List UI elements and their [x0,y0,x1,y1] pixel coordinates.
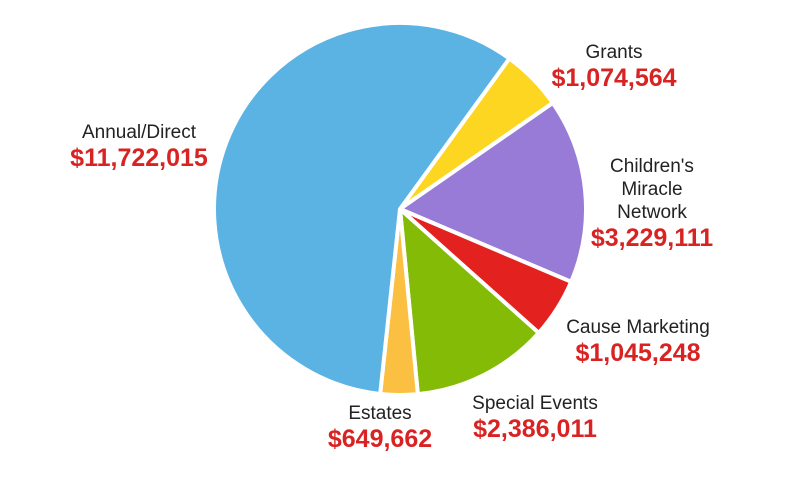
label-name-special-events: Special Events [472,393,598,414]
slice-special-events [398,207,541,397]
label-value-children-s-miracle-network: $3,229,111 [591,224,713,252]
label-name-estates: Estates [348,403,411,424]
label-value-annual-direct: $11,722,015 [70,144,208,172]
label-name-children-s-miracle-network-line-1: Children's [610,156,694,177]
label-value-special-events: $2,386,011 [473,415,597,443]
label-name-cause-marketing: Cause Marketing [566,317,710,338]
slice-annual-direct [212,21,512,396]
slice-children-s-miracle-network [398,100,588,284]
pie-labels: Grants$1,074,564 Children'sMiracleNetwork… [70,42,713,453]
label-name-children-s-miracle-network-line-2: Miracle [621,179,682,200]
pie-slices [212,21,588,397]
label-value-grants: $1,074,564 [551,64,676,92]
label-name-children-s-miracle-network-line-3: Network [617,202,687,223]
label-value-estates: $649,662 [328,425,432,453]
label-name-grants: Grants [585,42,642,63]
label-name-annual-direct: Annual/Direct [82,122,197,143]
label-value-cause-marketing: $1,045,248 [575,339,700,367]
